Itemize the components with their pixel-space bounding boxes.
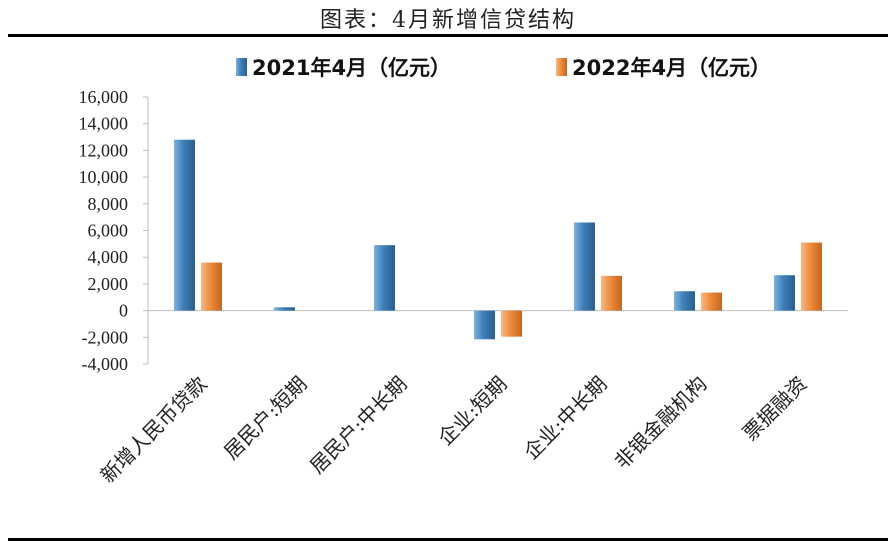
x-category-label: 居民户:短期: [219, 372, 311, 464]
top-rule: [8, 34, 888, 37]
chart-title: 图表：4月新增信贷结构: [320, 8, 576, 33]
x-category-label: 新增人民币贷款: [96, 372, 212, 488]
bar-2021-6: [774, 275, 795, 311]
y-tick-label: 2,000: [88, 274, 129, 294]
bar-2021-2: [374, 245, 395, 311]
x-category-label: 企业:短期: [433, 372, 511, 450]
bar-2021-4: [574, 222, 595, 311]
bar-2021-0: [174, 139, 195, 311]
bar-2022-0: [201, 262, 222, 311]
y-tick-label: 10,000: [79, 167, 129, 187]
legend-label-2022: 2022年4月（亿元）: [572, 56, 771, 80]
y-tick-label: -4,000: [82, 354, 129, 374]
bar-2021-1: [274, 307, 295, 311]
x-category-label: 票据融资: [738, 372, 812, 446]
legend-swatch-2022: [556, 58, 567, 76]
y-tick-label: 8,000: [88, 194, 129, 214]
y-tick-label: -2,000: [82, 327, 129, 347]
bar-2022-4: [601, 275, 622, 311]
bar-2021-3: [474, 310, 495, 340]
legend-label-2021: 2021年4月（亿元）: [252, 56, 451, 80]
bottom-rule: [8, 538, 888, 541]
bar-2022-3: [501, 310, 522, 337]
legend-swatch-2021: [236, 58, 247, 76]
bar-2022-5: [701, 292, 722, 311]
bar-2021-5: [674, 291, 695, 311]
x-category-label: 居民户:中长期: [305, 372, 412, 479]
x-category-label: 非银金融机构: [610, 372, 712, 474]
x-category-label: 企业:中长期: [519, 372, 611, 464]
y-tick-label: 6,000: [88, 221, 129, 241]
y-tick-label: 12,000: [79, 140, 129, 160]
y-tick-label: 4,000: [88, 247, 129, 267]
bar-2022-6: [801, 242, 822, 311]
y-tick-label: 0: [119, 301, 128, 321]
y-tick-label: 16,000: [79, 87, 129, 107]
y-tick-label: 14,000: [79, 114, 129, 134]
